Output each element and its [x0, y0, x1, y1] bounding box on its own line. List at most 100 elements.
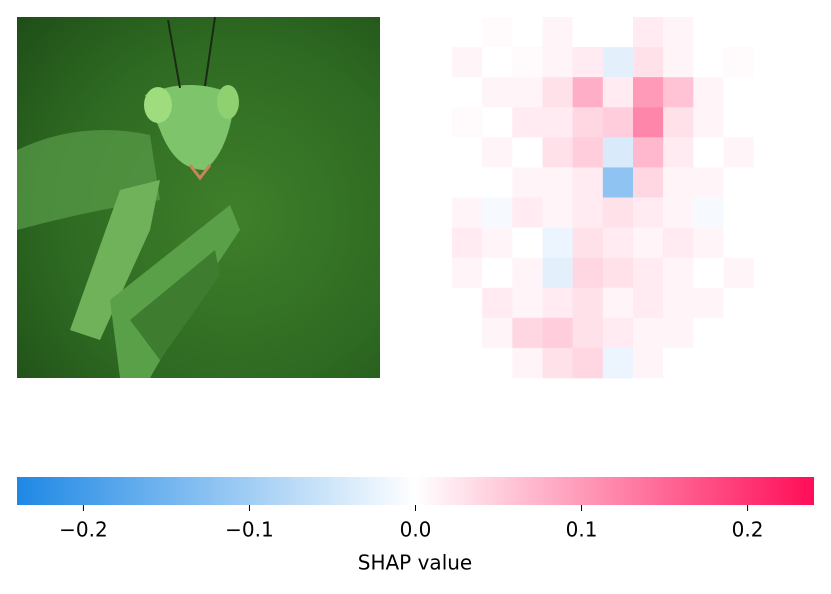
heat-cell: [753, 197, 785, 228]
heat-cell: [542, 137, 573, 168]
heat-cell: [542, 287, 573, 319]
heat-cell: [602, 257, 634, 289]
heat-cell: [572, 47, 604, 78]
heat-cell: [512, 167, 543, 198]
heat-cell: [783, 257, 815, 289]
heat-cell: [633, 107, 664, 138]
heat-cell: [753, 257, 785, 289]
heat-cell: [602, 107, 634, 138]
heat-cell: [482, 287, 513, 319]
heat-cell: [693, 17, 724, 48]
heat-cell: [783, 107, 815, 138]
heat-cell: [602, 227, 634, 258]
heat-cell: [542, 167, 573, 198]
heat-cell: [452, 107, 483, 138]
heat-cell: [783, 167, 815, 198]
heat-cell: [753, 347, 785, 379]
heat-cell: [753, 227, 785, 258]
heat-cell: [663, 227, 694, 258]
heat-cell: [602, 287, 634, 319]
heat-cell: [452, 17, 483, 48]
heat-cell: [512, 77, 543, 108]
heat-cell: [753, 47, 785, 78]
heat-cell: [512, 317, 543, 349]
heat-cell: [753, 137, 785, 168]
colorbar-tick-label: 0.0: [400, 518, 432, 542]
heat-cell: [482, 227, 513, 258]
heat-cell: [723, 317, 754, 349]
heat-cell: [753, 167, 785, 198]
heat-cell: [602, 317, 634, 349]
heat-cell: [572, 347, 604, 379]
colorbar-tick-label: −0.1: [225, 518, 274, 542]
heat-cell: [753, 77, 785, 108]
heat-cell: [602, 137, 634, 168]
heat-cell: [482, 107, 513, 138]
heat-cell: [572, 77, 604, 108]
heat-cell: [753, 17, 785, 48]
heat-cell: [482, 257, 513, 289]
colorbar: [17, 477, 814, 505]
heat-cell: [693, 137, 724, 168]
heat-cell: [633, 287, 664, 319]
heat-cell: [633, 227, 664, 258]
heat-cell: [452, 317, 483, 349]
heat-cell: [723, 47, 754, 78]
colorbar-label: SHAP value: [358, 551, 472, 575]
heat-cell: [482, 77, 513, 108]
heat-cell: [783, 197, 815, 228]
heat-cell: [542, 77, 573, 108]
heat-cell: [542, 317, 573, 349]
heat-cell: [663, 167, 694, 198]
heat-cell: [783, 347, 815, 379]
heat-cell: [633, 257, 664, 289]
heat-cell: [693, 107, 724, 138]
heat-cell: [723, 257, 754, 289]
heat-cell: [753, 287, 785, 319]
heat-cell: [753, 317, 785, 349]
heat-cell: [452, 197, 483, 228]
heat-cell: [723, 227, 754, 258]
input-photo: [17, 16, 380, 378]
heat-cell: [753, 107, 785, 138]
heat-cell: [512, 227, 543, 258]
heat-cell: [542, 257, 573, 289]
heat-cell: [602, 17, 634, 48]
heat-cell: [633, 347, 664, 379]
heat-cell: [693, 47, 724, 78]
heat-cell: [542, 347, 573, 379]
heat-cell: [633, 167, 664, 198]
heat-cell: [482, 347, 513, 379]
heat-cell: [783, 17, 815, 48]
heat-cell: [723, 17, 754, 48]
heat-cell: [783, 47, 815, 78]
heat-cell: [723, 347, 754, 379]
colorbar-axis: −0.2 −0.1 0.0 0.1 0.2: [59, 505, 763, 542]
heat-cell: [723, 137, 754, 168]
heat-cell: [633, 47, 664, 78]
heat-cell: [572, 137, 604, 168]
heat-cell: [723, 167, 754, 198]
heat-cell: [542, 107, 573, 138]
heat-cell: [512, 47, 543, 78]
heat-cell: [693, 257, 724, 289]
heat-cell: [693, 287, 724, 319]
heat-cell: [693, 227, 724, 258]
heat-cell: [633, 197, 664, 228]
heat-cell: [482, 167, 513, 198]
heat-cell: [663, 197, 694, 228]
heat-cell: [663, 317, 694, 349]
heat-cell: [482, 197, 513, 228]
heat-cell: [452, 77, 483, 108]
heat-cell: [482, 137, 513, 168]
heat-cell: [512, 347, 543, 379]
heat-cell: [663, 17, 694, 48]
heat-cell: [602, 47, 634, 78]
heat-cell: [512, 17, 543, 48]
heat-cell: [693, 347, 724, 379]
heat-cell: [602, 197, 634, 228]
heat-cell: [723, 77, 754, 108]
heat-cell: [783, 77, 815, 108]
heat-cell: [693, 317, 724, 349]
